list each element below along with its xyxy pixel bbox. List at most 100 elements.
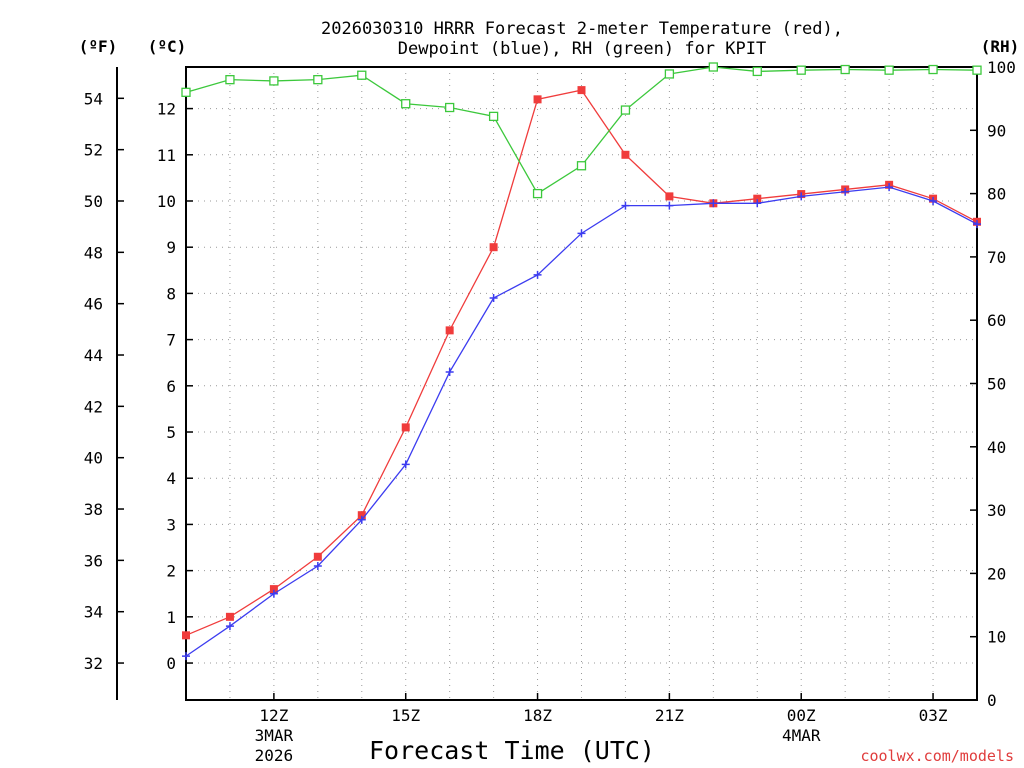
dewpoint-point bbox=[929, 196, 938, 205]
celsius-tick-label: 4 bbox=[166, 469, 176, 488]
rh-tick-label: 50 bbox=[987, 375, 1006, 394]
rh-tick-label: 10 bbox=[987, 628, 1006, 647]
temperature-point bbox=[445, 326, 454, 335]
temperature-point bbox=[621, 150, 630, 159]
dewpoint-point bbox=[797, 192, 806, 201]
fahrenheit-tick-label: 42 bbox=[84, 397, 103, 416]
chart-title-line-2: Dewpoint (blue), RH (green) for KPIT bbox=[398, 39, 766, 59]
temperature-point bbox=[533, 95, 542, 104]
rh-point bbox=[840, 64, 850, 75]
rh-point bbox=[357, 70, 367, 80]
fahrenheit-tick-label: 34 bbox=[84, 603, 103, 622]
rh-tick-label: 60 bbox=[987, 311, 1006, 330]
celsius-tick-label: 6 bbox=[166, 377, 176, 396]
rh-tick-label: 20 bbox=[987, 564, 1006, 583]
celsius-tick-label: 0 bbox=[166, 654, 176, 673]
x-axis-title: Forecast Time (UTC) bbox=[369, 736, 655, 765]
rh-point bbox=[928, 64, 938, 75]
dewpoint-point bbox=[577, 229, 586, 238]
temperature-point bbox=[401, 423, 410, 432]
chart-title-line-1: 2026030310 HRRR Forecast 2-meter Tempera… bbox=[321, 19, 843, 39]
x-tick-label: 12Z bbox=[259, 706, 288, 725]
celsius-tick-label: 12 bbox=[157, 100, 176, 119]
rh-point bbox=[532, 188, 543, 199]
rh-unit-label: (RH) bbox=[981, 37, 1020, 56]
celsius-unit-label: (ºC) bbox=[148, 37, 187, 56]
dewpoint-point bbox=[313, 562, 322, 571]
fahrenheit-tick-label: 48 bbox=[84, 243, 103, 262]
rh-point bbox=[796, 65, 806, 75]
dewpoint-point bbox=[182, 652, 190, 661]
axes bbox=[116, 66, 978, 701]
dewpoint-point bbox=[621, 201, 630, 210]
x-tick-date-label: 3MAR bbox=[255, 726, 294, 745]
rh-point bbox=[269, 76, 279, 86]
dewpoint-point bbox=[445, 367, 454, 376]
celsius-tick-label: 7 bbox=[166, 331, 176, 350]
x-tick-year-label: 2026 bbox=[255, 746, 294, 765]
celsius-tick-label: 9 bbox=[166, 238, 176, 257]
dewpoint-point bbox=[709, 199, 718, 208]
rh-tick-label: 90 bbox=[987, 121, 1006, 140]
x-tick-label: 03Z bbox=[919, 706, 948, 725]
dewpoint-point bbox=[225, 622, 234, 631]
celsius-tick-label: 5 bbox=[166, 423, 176, 442]
rh-tick-label: 70 bbox=[987, 248, 1006, 267]
fahrenheit-tick-label: 38 bbox=[84, 500, 103, 519]
fahrenheit-tick-label: 50 bbox=[84, 192, 103, 211]
rh-tick-label: 40 bbox=[987, 438, 1006, 457]
x-tick-label: 21Z bbox=[655, 706, 684, 725]
temperature-point bbox=[665, 192, 674, 201]
rh-point bbox=[181, 87, 191, 97]
rh-tick-label: 80 bbox=[987, 185, 1006, 204]
fahrenheit-tick-label: 36 bbox=[84, 551, 103, 570]
dewpoint-point bbox=[973, 220, 981, 229]
dewpoint-point bbox=[269, 589, 278, 598]
rh-point bbox=[445, 102, 455, 113]
rh-point bbox=[620, 105, 631, 115]
x-tick-date-label: 4MAR bbox=[782, 726, 821, 745]
dewpoint-point bbox=[401, 460, 410, 469]
temperature-point bbox=[753, 194, 762, 203]
rh-point bbox=[884, 65, 894, 75]
fahrenheit-tick-label: 40 bbox=[84, 449, 103, 468]
x-tick-label: 18Z bbox=[523, 706, 552, 725]
tick-labels: 0123456789101112323436384042444648505254… bbox=[84, 58, 1016, 765]
temperature-point bbox=[182, 631, 190, 640]
fahrenheit-tick-label: 44 bbox=[84, 346, 103, 365]
fahrenheit-tick-label: 52 bbox=[84, 141, 103, 160]
temperature-point bbox=[489, 243, 498, 252]
celsius-tick-label: 8 bbox=[166, 284, 176, 303]
rh-tick-label: 100 bbox=[987, 58, 1016, 77]
celsius-tick-label: 1 bbox=[166, 608, 176, 627]
temperature-point bbox=[577, 86, 586, 95]
rh-point bbox=[752, 66, 762, 77]
temperature-point bbox=[225, 612, 234, 621]
fahrenheit-unit-label: (ºF) bbox=[79, 37, 118, 56]
rh-tick-label: 30 bbox=[987, 501, 1006, 520]
dewpoint-point bbox=[665, 201, 674, 210]
rh-point bbox=[401, 99, 411, 109]
fahrenheit-tick-label: 32 bbox=[84, 654, 103, 673]
rh-point bbox=[225, 75, 235, 85]
fahrenheit-tick-label: 46 bbox=[84, 295, 103, 314]
data-series bbox=[181, 62, 982, 661]
rh-point bbox=[313, 75, 323, 85]
x-tick-label: 15Z bbox=[391, 706, 420, 725]
dewpoint-point bbox=[357, 515, 366, 524]
fahrenheit-tick-label: 54 bbox=[84, 89, 103, 108]
dewpoint-point bbox=[489, 294, 498, 303]
celsius-tick-label: 3 bbox=[166, 515, 176, 534]
dewpoint-point bbox=[533, 270, 542, 279]
rh-point bbox=[488, 111, 499, 122]
celsius-tick-label: 10 bbox=[157, 192, 176, 211]
rh-point bbox=[972, 65, 982, 75]
temperature-point bbox=[357, 511, 366, 520]
rh-point bbox=[708, 62, 718, 72]
celsius-tick-label: 11 bbox=[157, 146, 176, 165]
credit-text: coolwx.com/models bbox=[860, 747, 1014, 765]
dewpoint-point bbox=[885, 183, 894, 192]
temperature-point bbox=[313, 552, 322, 561]
x-tick-label: 00Z bbox=[787, 706, 816, 725]
